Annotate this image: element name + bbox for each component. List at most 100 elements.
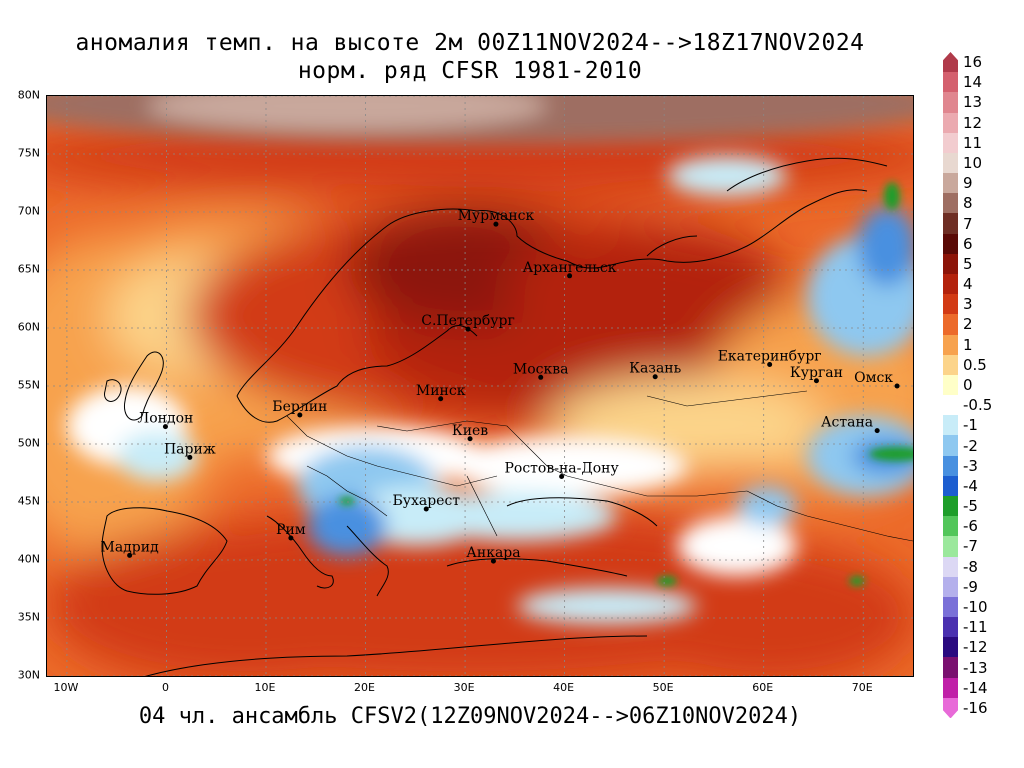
city-dot — [288, 535, 294, 541]
city-label: Омск — [854, 370, 893, 386]
colorbar-swatch — [943, 374, 958, 396]
colorbar-swatch — [943, 314, 958, 336]
colorbar-label: 13 — [963, 93, 983, 112]
city-label: Екатеринбург — [718, 349, 822, 365]
colorbar-swatch — [943, 395, 958, 416]
lat-tick-label: 35N — [17, 610, 40, 624]
lat-tick-label: 30N — [17, 668, 40, 682]
colorbar-swatch — [943, 475, 958, 497]
city-dot — [467, 436, 473, 442]
colorbar-swatch — [943, 455, 958, 477]
colorbar-swatch — [943, 697, 958, 719]
colorbar-label: 2 — [963, 315, 973, 334]
colorbar-swatch — [943, 334, 958, 356]
city-dot — [652, 374, 658, 380]
city-dot — [874, 428, 880, 434]
city-label: Мурманск — [458, 208, 535, 224]
city-label: Москва — [513, 361, 569, 377]
green-spots — [339, 182, 913, 586]
colorbar-label: -11 — [963, 618, 988, 637]
city-dot — [465, 326, 471, 332]
colorbar-swatch — [943, 152, 958, 174]
ensemble-footer: 04 чл. ансамбль CFSV2(12Z09NOV2024-->06Z… — [138, 704, 802, 729]
city-dot — [187, 454, 193, 460]
colorbar-label: 9 — [963, 174, 973, 193]
lat-tick-label: 65N — [17, 262, 40, 276]
city-label: Минск — [416, 383, 466, 399]
colorbar-label: 14 — [963, 73, 983, 92]
colorbar-label: -5 — [963, 497, 978, 516]
colorbar-swatch — [943, 72, 958, 93]
colorbar-swatch — [943, 132, 958, 154]
lon-tick-label: 70E — [851, 681, 873, 694]
city-label: Анкара — [466, 545, 520, 561]
colorbar-label: 8 — [963, 194, 973, 213]
city-label: Архангельск — [523, 260, 617, 276]
temperature-anomaly-map: Мурманск Архангельск С.Петербург Москва Каза… — [46, 95, 914, 677]
colorbar-swatch — [943, 274, 958, 295]
colorbar-swatch — [943, 294, 958, 315]
city-dot — [559, 473, 565, 479]
city-dot — [493, 221, 499, 227]
lon-tick-label: 30E — [453, 681, 475, 694]
colorbar-label: 16 — [963, 53, 983, 72]
arctic-band — [47, 96, 913, 144]
city-dot — [490, 558, 496, 564]
lon-tick-label: 40E — [553, 681, 575, 694]
city-label: Курган — [790, 365, 843, 381]
city-label: Рим — [276, 522, 306, 538]
colorbar-label: 12 — [963, 113, 983, 132]
lon-tick-label: 0 — [161, 681, 169, 694]
city-markers: Мурманск Архангельск С.Петербург Москва Каза… — [101, 208, 900, 564]
lat-tick-label: 40N — [17, 552, 40, 566]
city-dot — [767, 362, 773, 368]
colorbar-swatch — [943, 556, 958, 578]
lon-tick-label: 10W — [53, 681, 79, 694]
colorbar-swatch — [943, 354, 958, 376]
map-title: аномалия темп. на высоте 2м 00Z11NOV2024… — [75, 30, 865, 56]
colorbar-swatch — [943, 496, 958, 517]
city-label: Астана — [821, 415, 873, 431]
city-dot — [162, 424, 168, 430]
lat-tick-label: 75N — [17, 146, 40, 160]
lon-tick-label: 10E — [254, 681, 276, 694]
lon-tick-label: 50E — [652, 681, 674, 694]
city-label: Париж — [164, 441, 216, 457]
anomaly-field-large — [47, 116, 913, 676]
city-label: Казань — [629, 361, 681, 377]
city-label: Лондон — [138, 411, 194, 427]
colorbar-label: -2 — [963, 436, 978, 455]
colorbar-swatch — [943, 52, 958, 73]
city-label: Киев — [452, 423, 488, 439]
lat-tick-label: 55N — [17, 378, 40, 392]
city-dot — [438, 396, 444, 402]
city-label: Мадрид — [101, 539, 160, 555]
lat-tick-label: 50N — [17, 436, 40, 450]
city-dot — [423, 506, 429, 512]
colorbar-label: 3 — [963, 295, 973, 314]
colorbar-swatch — [943, 233, 958, 255]
colorbar-label: 0.5 — [963, 355, 987, 374]
colorbar-label: 4 — [963, 275, 973, 294]
lat-tick-label: 80N — [17, 88, 40, 102]
colorbar-swatch — [943, 516, 958, 537]
colorbar-swatch — [943, 213, 958, 235]
colorbar-swatch — [943, 253, 958, 275]
colorbar-label: -8 — [963, 557, 978, 576]
colorbar-swatch — [943, 435, 958, 457]
map-gridlines — [47, 96, 913, 676]
colorbar-label: -4 — [963, 476, 978, 495]
city-label: С.Петербург — [421, 313, 515, 329]
colorbar-label: 1 — [963, 335, 973, 354]
city-label: Ростов-на-Дону — [504, 460, 619, 476]
colorbar-swatch — [943, 193, 958, 214]
colorbar-label: 10 — [963, 154, 983, 172]
city-label: Берлин — [272, 399, 327, 415]
lat-tick-label: 60N — [17, 320, 40, 334]
colorbar-label: -14 — [963, 678, 988, 697]
map-subtitle: норм. ряд CFSR 1981-2010 — [297, 58, 643, 84]
lon-tick-label: 60E — [752, 681, 774, 694]
colorbar-label: -3 — [963, 456, 978, 475]
colorbar-label: -0.5 — [963, 396, 993, 415]
city-dot — [538, 374, 544, 380]
